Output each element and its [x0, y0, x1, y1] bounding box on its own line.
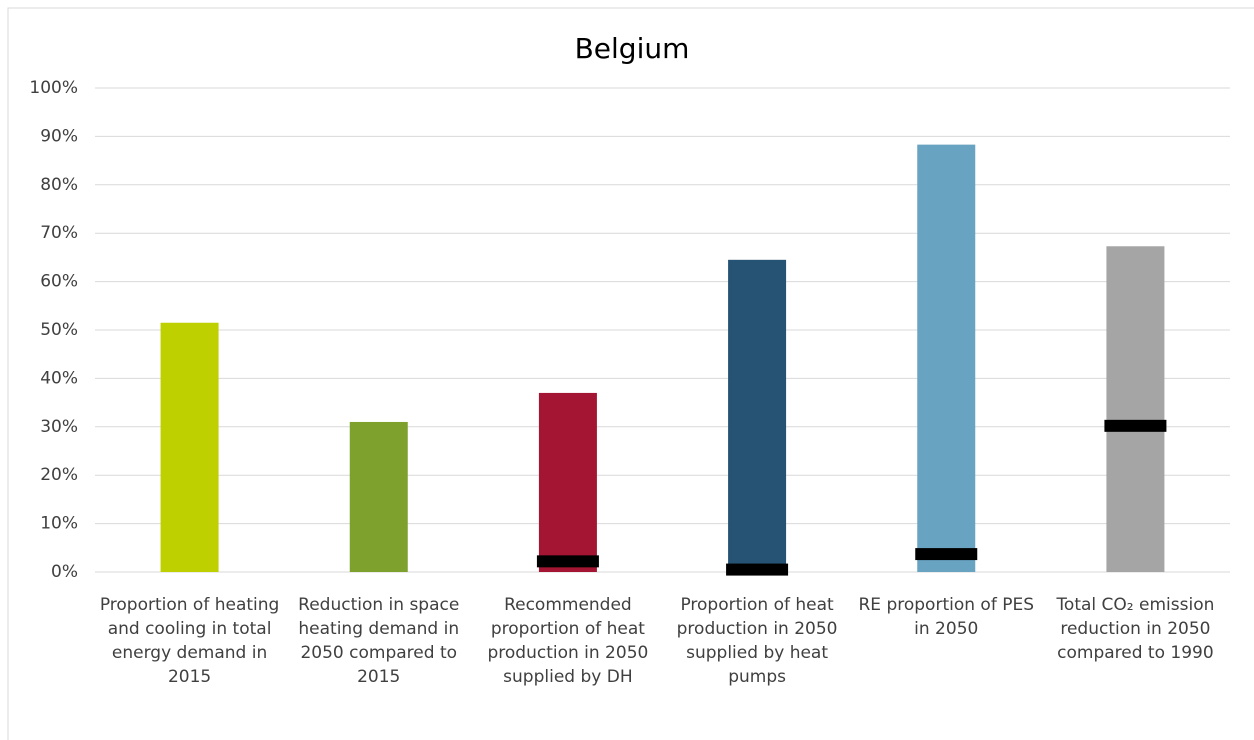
y-tick-label: 90%	[40, 126, 78, 146]
bar	[917, 144, 976, 573]
chart-border	[7, 7, 1254, 740]
bar	[160, 322, 219, 572]
bar	[538, 392, 597, 572]
x-tick-label: Recommended proportion of heat productio…	[487, 595, 649, 687]
marker	[726, 563, 789, 576]
y-tick-label: 10%	[40, 514, 78, 534]
y-tick-label: 60%	[40, 272, 78, 292]
y-tick-label: 50%	[40, 320, 78, 340]
x-tick-label: Reduction in space heating demand in 205…	[298, 595, 460, 687]
x-tick-label: Total CO₂ emission reduction in 2050 com…	[1056, 595, 1215, 663]
y-tick-label: 70%	[40, 223, 78, 243]
bar	[1106, 246, 1165, 572]
y-tick-label: 0%	[51, 562, 78, 582]
x-tick-label: Proportion of heat production in 2050 su…	[676, 595, 838, 687]
y-tick-label: 30%	[40, 417, 78, 437]
marker	[915, 548, 978, 561]
marker	[1104, 419, 1167, 432]
x-tick-label: RE proportion of PES in 2050	[858, 595, 1035, 639]
marker	[536, 555, 599, 568]
y-tick-label: 80%	[40, 175, 78, 195]
bar	[728, 259, 787, 572]
x-tick-label: Proportion of heating and cooling in tot…	[99, 595, 280, 687]
y-tick-label: 20%	[40, 465, 78, 485]
y-tick-label: 40%	[40, 368, 78, 388]
chart-title: Belgium	[575, 32, 690, 65]
y-tick-label: 100%	[29, 78, 78, 98]
bar	[349, 421, 408, 572]
